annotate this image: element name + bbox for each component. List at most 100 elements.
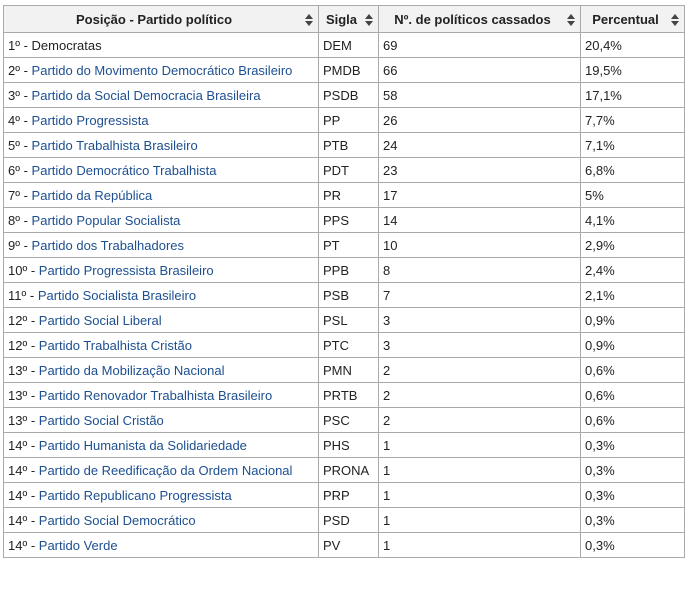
party-cell: 4º - Partido Progressista: [3, 107, 319, 133]
count-cell: 14: [378, 207, 581, 233]
column-header[interactable]: Percentual: [580, 5, 685, 33]
percent-cell: 2,1%: [580, 282, 685, 308]
party-link[interactable]: Partido Social Cristão: [38, 412, 164, 428]
party-cell: 10º - Partido Progressista Brasileiro: [3, 257, 319, 283]
party-link[interactable]: Partido da Social Democracia Brasileira: [31, 87, 261, 103]
party-link[interactable]: Partido da Mobilização Nacional: [38, 362, 225, 378]
party-link[interactable]: Partido de Reedificação da Ordem Naciona…: [38, 462, 293, 478]
percent-cell: 0,9%: [580, 307, 685, 333]
sigla-cell: PSB: [318, 282, 379, 308]
percent-cell: 0,6%: [580, 382, 685, 408]
percent-cell: 0,3%: [580, 482, 685, 508]
rank: 5º -: [8, 137, 28, 153]
count-cell: 2: [378, 357, 581, 383]
party-link[interactable]: Partido Democrático Trabalhista: [31, 162, 217, 178]
party-cell: 14º - Partido de Reedificação da Ordem N…: [3, 457, 319, 483]
percent-cell: 20,4%: [580, 32, 685, 58]
party-cell: 13º - Partido Renovador Trabalhista Bras…: [3, 382, 319, 408]
percent-cell: 17,1%: [580, 82, 685, 108]
table-row: 1º - Democratas DEM 69 20,4%: [3, 32, 685, 58]
rank: 14º -: [8, 487, 36, 503]
percent-cell: 2,4%: [580, 257, 685, 283]
sigla-cell: PSD: [318, 507, 379, 533]
party-link[interactable]: Partido Popular Socialista: [31, 212, 181, 228]
sort-icon[interactable]: [305, 14, 313, 26]
party-cell: 14º - Partido Social Democrático: [3, 507, 319, 533]
table-row: 13º - Partido Social Cristão PSC 2 0,6%: [3, 407, 685, 433]
column-header[interactable]: Posição - Partido político: [3, 5, 319, 33]
table-row: 14º - Partido Social Democrático PSD 1 0,3%: [3, 507, 685, 533]
party-link[interactable]: Partido dos Trabalhadores: [31, 237, 185, 253]
sigla-cell: PPB: [318, 257, 379, 283]
party-cell: 13º - Partido da Mobilização Nacional: [3, 357, 319, 383]
sort-icon[interactable]: [567, 14, 575, 26]
party-link[interactable]: Partido Social Democrático: [38, 512, 196, 528]
percent-cell: 0,6%: [580, 407, 685, 433]
table-row: 14º - Partido Republicano Progressista PR…: [3, 482, 685, 508]
header-label: Posição - Partido político: [75, 11, 233, 27]
count-cell: 1: [378, 432, 581, 458]
rank: 10º -: [8, 262, 36, 278]
sigla-cell: DEM: [318, 32, 379, 58]
party-link[interactable]: Partido Social Liberal: [38, 312, 162, 328]
rank: 14º -: [8, 512, 36, 528]
percent-cell: 5%: [580, 182, 685, 208]
party-cell: 12º - Partido Social Liberal: [3, 307, 319, 333]
percent-cell: 2,9%: [580, 232, 685, 258]
table-row: 12º - Partido Trabalhista Cristão PTC 3 0,9…: [3, 332, 685, 358]
sigla-cell: PSDB: [318, 82, 379, 108]
party-cell: 3º - Partido da Social Democracia Brasil…: [3, 82, 319, 108]
data-table: Posição - Partido político Sigla Nº. de po…: [3, 5, 685, 558]
count-cell: 8: [378, 257, 581, 283]
party-link[interactable]: Partido Socialista Brasileiro: [37, 287, 197, 303]
sigla-cell: PRTB: [318, 382, 379, 408]
column-header[interactable]: Sigla: [318, 5, 379, 33]
count-cell: 3: [378, 332, 581, 358]
sigla-cell: PT: [318, 232, 379, 258]
table-row: 10º - Partido Progressista Brasileiro PPB…: [3, 257, 685, 283]
party-link[interactable]: Partido Trabalhista Cristão: [38, 337, 192, 353]
count-cell: 69: [378, 32, 581, 58]
party-link[interactable]: Partido Renovador Trabalhista Brasileiro: [38, 387, 273, 403]
party-link[interactable]: Partido do Movimento Democrático Brasile…: [31, 62, 293, 78]
rank: 13º -: [8, 412, 36, 428]
party-cell: 5º - Partido Trabalhista Brasileiro: [3, 132, 319, 158]
table-row: 5º - Partido Trabalhista Brasileiro PTB 24…: [3, 132, 685, 158]
count-cell: 26: [378, 107, 581, 133]
table-row: 14º - Partido de Reedificação da Ordem N…: [3, 457, 685, 483]
party-link[interactable]: Partido Republicano Progressista: [38, 487, 232, 503]
sigla-cell: PDT: [318, 157, 379, 183]
percent-cell: 7,1%: [580, 132, 685, 158]
sigla-cell: PHS: [318, 432, 379, 458]
party-link[interactable]: Partido Trabalhista Brasileiro: [31, 137, 198, 153]
count-cell: 66: [378, 57, 581, 83]
count-cell: 2: [378, 407, 581, 433]
column-header[interactable]: Nº. de políticos cassados: [378, 5, 581, 33]
rank: 7º -: [8, 187, 28, 203]
count-cell: 1: [378, 482, 581, 508]
party-link[interactable]: Partido da República: [31, 187, 153, 203]
party-link[interactable]: Partido Humanista da Solidariedade: [38, 437, 247, 453]
party-link[interactable]: Partido Verde: [38, 537, 118, 553]
sigla-cell: PR: [318, 182, 379, 208]
rank: 12º -: [8, 312, 36, 328]
party-cell: 1º - Democratas: [3, 32, 319, 58]
party-link[interactable]: Democratas: [31, 37, 102, 53]
sort-icon[interactable]: [671, 14, 679, 26]
percent-cell: 0,3%: [580, 507, 685, 533]
sigla-cell: PTB: [318, 132, 379, 158]
sort-icon[interactable]: [365, 14, 373, 26]
percent-cell: 0,9%: [580, 332, 685, 358]
table-row: 12º - Partido Social Liberal PSL 3 0,9%: [3, 307, 685, 333]
party-link[interactable]: Partido Progressista: [31, 112, 149, 128]
party-link[interactable]: Partido Progressista Brasileiro: [38, 262, 214, 278]
rank: 3º -: [8, 87, 28, 103]
percent-cell: 0,3%: [580, 457, 685, 483]
table-row: 3º - Partido da Social Democracia Brasil…: [3, 82, 685, 108]
rank: 8º -: [8, 212, 28, 228]
sigla-cell: PRP: [318, 482, 379, 508]
count-cell: 58: [378, 82, 581, 108]
count-cell: 2: [378, 382, 581, 408]
header-row: Posição - Partido político Sigla Nº. de po…: [3, 5, 685, 33]
